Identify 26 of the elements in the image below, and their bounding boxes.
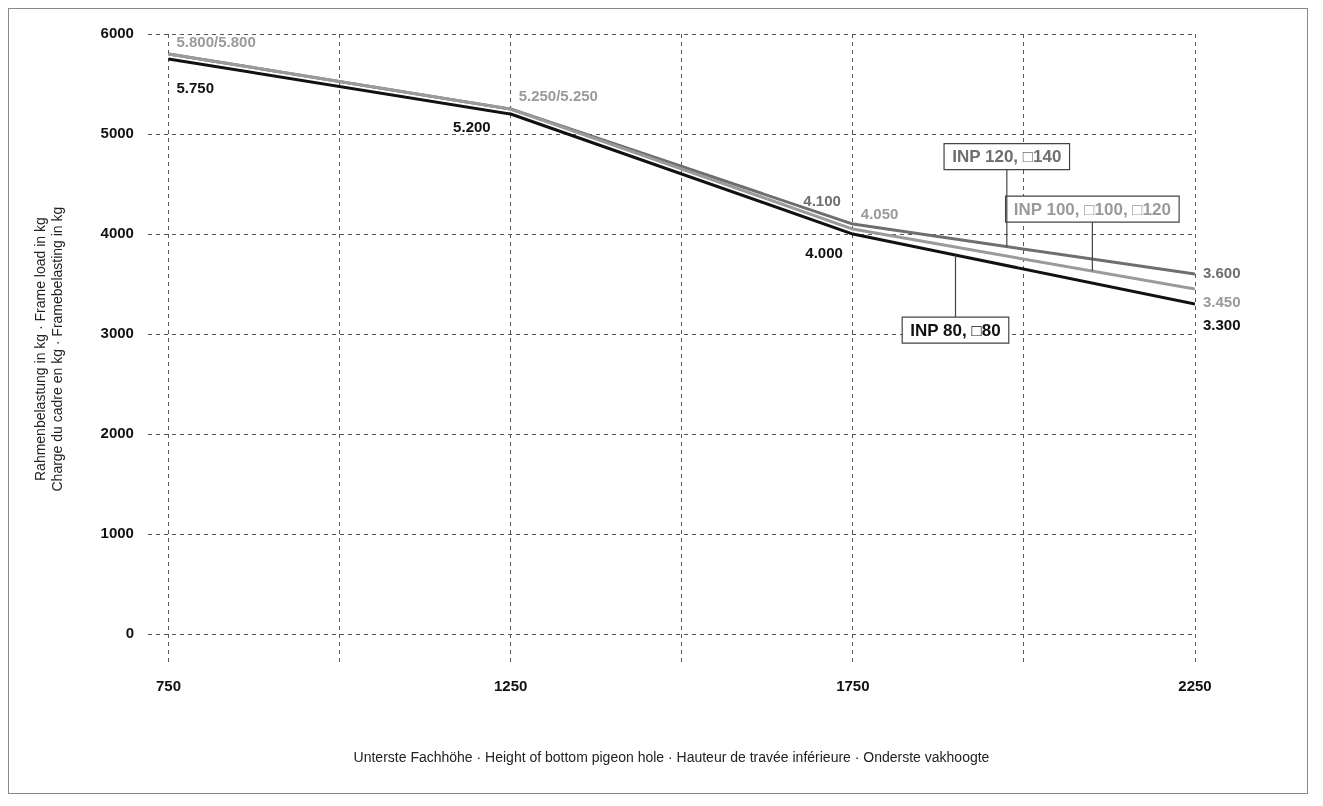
data-label: 4.100 [803,192,841,210]
x-axis-title: Unterste Fachhöhe · Height of bottom pigeon hole · Hauteur de travée inférieure · Onderste vakhoogte [353,749,990,766]
y-tick-label: 3000 [100,324,134,342]
y-tick-label: 0 [125,624,134,642]
data-label: 4.000 [805,244,843,262]
y-tick-label: 2000 [100,424,134,442]
y-tick-label: 4000 [100,224,134,242]
x-tick-label: 1750 [836,677,870,695]
x-tick-label: 2250 [1178,677,1212,695]
data-label: 3.600 [1203,264,1241,282]
y-tick-label: 6000 [100,24,134,42]
data-label: 4.050 [860,205,899,223]
x-tick-label: 750 [155,677,182,695]
y-tick-label: 1000 [100,524,134,542]
data-label: 3.300 [1203,316,1241,334]
text: INP 80, □80 [910,320,1001,340]
y-axis-title: Rahmenbelastung in kg · Frame load in kg Charge du cadre en kg · Framebelasting in kg [32,206,66,492]
text: INP 100, □100, □120 [1013,199,1171,219]
y-tick-label: 5000 [100,124,134,142]
data-label: 5.750 [176,79,215,97]
text: INP 120, □140 [952,147,1062,167]
data-label: 5.250/5.250 [518,87,598,105]
data-label: 3.450 [1203,293,1241,311]
x-tick-label: 1250 [493,677,528,695]
data-label: 5.200 [453,118,491,136]
data-label: 5.800/5.800 [176,33,256,51]
